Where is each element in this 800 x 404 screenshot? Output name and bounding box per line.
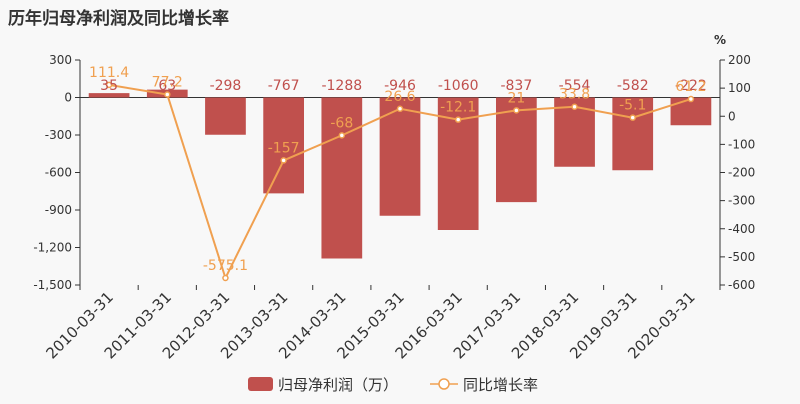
legend[interactable]: 归母净利润（万） 同比增长率 (248, 376, 538, 394)
left-axis-tick-label: -300 (45, 128, 72, 142)
right-axis-unit: % (714, 33, 726, 47)
right-axis-tick-label: 0 (728, 109, 736, 123)
x-tick-labels-group: 2010-03-312011-03-312012-03-312013-03-31… (43, 288, 699, 362)
growth-value-label: -157 (268, 140, 300, 156)
growth-value-label: -5.1 (619, 98, 646, 114)
growth-point-2012-03-31 (222, 274, 229, 282)
growth-value-label: -12.1 (440, 100, 476, 116)
growth-point-2013-03-31 (280, 157, 287, 164)
growth-value-label: 111.4 (89, 65, 129, 81)
right-axis-tick-label: -100 (728, 137, 755, 151)
bar-2019-03-31 (612, 97, 654, 171)
bar-2015-03-31 (379, 97, 421, 216)
left-axis-tick-label: -600 (45, 166, 72, 180)
bar-value-label: -837 (500, 78, 532, 94)
bar-2013-03-31 (263, 97, 304, 194)
left-axis-tick-label: 300 (49, 53, 72, 67)
growth-value-label: 21 (507, 90, 525, 106)
right-axis-tick-label: -200 (728, 166, 755, 180)
growth-value-label: 26.6 (384, 89, 415, 105)
growth-point-2014-03-31 (338, 132, 346, 139)
bar-2014-03-31 (321, 97, 363, 259)
legend-bar-label: 归母净利润（万） (278, 376, 398, 394)
growth-value-label: 77.2 (152, 75, 183, 91)
bars-group (88, 89, 712, 259)
bar-labels-group: 35 63 -298 -767 -1288 -946 -1060 -837 -554 -582 -2… (100, 78, 707, 94)
bar-2010-03-31 (88, 93, 130, 98)
growth-point-2011-03-31 (164, 91, 171, 98)
bar-value-label: -1288 (321, 78, 362, 94)
bar-value-label: 35 (100, 78, 118, 94)
growth-point-2010-03-31 (105, 81, 113, 89)
bar-value-label: 63 (158, 78, 176, 94)
axes-group: 300 0 -300 -600 -900 -1,200 -1,500 200 100 0 -100 -… (33, 53, 755, 292)
chart-title: 历年归母净利润及同比增长率 (8, 8, 229, 29)
left-axis-tick-label: 0 (64, 91, 72, 105)
bar-value-label: -767 (268, 78, 300, 94)
bar-value-label: -1060 (438, 78, 479, 94)
right-axis-tick-label: -600 (728, 278, 755, 292)
right-axis-tick-label: -500 (728, 250, 755, 264)
bar-value-label: -946 (384, 78, 416, 94)
growth-point-2018-03-31 (571, 103, 578, 110)
growth-point-2017-03-31 (513, 107, 520, 114)
right-axis-tick-label: 100 (728, 81, 751, 95)
left-axis-tick-label: -1,200 (33, 241, 72, 255)
left-axis-tick-label: -1,500 (33, 278, 72, 292)
growth-line-group (105, 81, 695, 282)
growth-point-2019-03-31 (629, 114, 636, 121)
bar-value-label: -554 (559, 78, 591, 94)
growth-point-2020-03-31 (687, 95, 695, 103)
growth-value-label: -68 (330, 115, 353, 131)
left-axis-tick-label: -900 (45, 203, 72, 217)
legend-bar-swatch (248, 377, 273, 391)
bar-2017-03-31 (496, 97, 537, 203)
right-axis-tick-label: -300 (728, 194, 755, 208)
growth-point-2016-03-31 (454, 116, 462, 123)
line-labels-group: 111.4 77.2 -575.1 -157 -68 26.6 -12.1 21 33.8 -5.… (89, 65, 706, 274)
legend-line-marker (438, 378, 450, 390)
legend-line-label: 同比增长率 (463, 376, 538, 394)
bar-value-label: -222 (675, 78, 707, 94)
growth-value-label: 33.8 (559, 87, 590, 103)
right-axis-tick-label: 200 (728, 53, 751, 67)
growth-point-2015-03-31 (396, 105, 404, 113)
bar-value-label: -582 (617, 78, 649, 94)
bar-2012-03-31 (205, 97, 246, 135)
growth-value-label: 61.2 (675, 79, 706, 95)
growth-value-label: -575.1 (203, 258, 248, 274)
right-axis-tick-label: -400 (728, 222, 755, 236)
bar-value-label: -298 (210, 78, 242, 94)
